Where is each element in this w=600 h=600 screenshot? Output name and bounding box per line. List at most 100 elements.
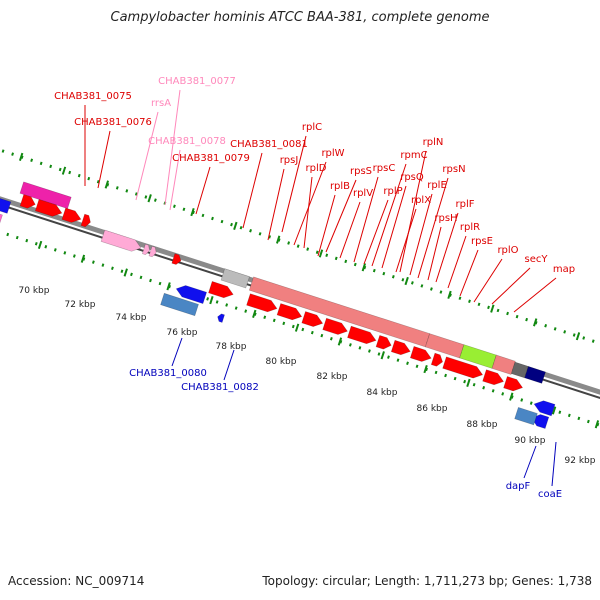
gene-feature — [322, 317, 348, 335]
gene-label: CHAB381_0079 — [172, 153, 250, 164]
scale-label: 74 kbp — [116, 313, 147, 323]
gene-label: secY — [525, 254, 549, 265]
leader-line — [551, 441, 557, 487]
gene-feature — [424, 333, 465, 359]
gene-feature — [246, 293, 278, 313]
gene-feature — [409, 346, 432, 362]
inner-tick-ring — [0, 230, 600, 427]
tick-mark — [423, 364, 428, 374]
leader-line — [223, 349, 235, 381]
gene-shape — [246, 293, 278, 313]
scale-label: 84 kbp — [367, 388, 398, 398]
gene-feature — [390, 339, 411, 356]
gene-feature — [442, 356, 484, 379]
leader-line — [409, 193, 433, 276]
leader-line — [195, 166, 211, 215]
scale-label: 76 kbp — [167, 328, 198, 338]
tick-mark — [294, 323, 300, 332]
tick-mark — [104, 180, 110, 189]
gene-feature — [533, 400, 556, 417]
tick-mark — [575, 332, 581, 341]
gene-label: coaE — [538, 489, 562, 500]
gene-label: CHAB381_0080 — [129, 368, 207, 379]
gene-label: rplB — [330, 181, 350, 192]
leader-line — [339, 201, 361, 259]
gene-label: rplD — [306, 163, 327, 174]
tick-mark — [532, 318, 538, 327]
gene-feature — [514, 406, 538, 426]
scale-label: 80 kbp — [266, 357, 297, 367]
leader-line — [169, 149, 181, 211]
tick-mark — [275, 235, 281, 244]
tick-mark — [490, 304, 495, 313]
leader-line — [164, 89, 181, 206]
tick-mark — [147, 194, 152, 203]
gene-label: CHAB381_0081 — [230, 139, 308, 150]
gene-feature — [220, 268, 250, 289]
gene-label: rpsH — [434, 213, 457, 224]
gene-label: map — [553, 264, 575, 275]
gene-label: rpsE — [471, 236, 493, 247]
leader-line — [317, 194, 336, 257]
genome-info-text: Topology: circular; Length: 1,711,273 bp… — [262, 574, 592, 588]
accession-text: Accession: NC_009714 — [8, 574, 145, 588]
gene-shape — [220, 268, 250, 289]
tick-rings — [0, 148, 600, 429]
gene-label: rplV — [353, 188, 373, 199]
gene-shape — [301, 311, 324, 327]
tick-mark — [166, 282, 171, 291]
gene-label: rpsJ — [280, 155, 299, 166]
scale-label: 78 kbp — [216, 342, 247, 352]
tick-mark — [252, 309, 257, 319]
gene-shape — [347, 325, 377, 345]
leader-line — [417, 177, 449, 279]
leader-line — [303, 176, 313, 249]
gene-feature — [347, 325, 377, 345]
tick-mark — [551, 406, 557, 415]
scale-label: 86 kbp — [417, 404, 448, 414]
scale-label: 90 kbp — [515, 436, 546, 446]
gene-shape — [80, 213, 91, 228]
tick-mark — [190, 207, 195, 217]
leader-line — [353, 176, 379, 263]
tick-mark — [594, 420, 600, 429]
gene-feature — [175, 285, 207, 305]
tick-mark — [361, 263, 367, 272]
tick-mark — [18, 152, 24, 162]
gene-label: rplX — [411, 195, 431, 206]
leader-line — [491, 267, 531, 305]
gene-feature — [0, 197, 12, 214]
gene-label: rpmC — [400, 150, 427, 161]
tick-mark — [318, 249, 324, 258]
gene-shape — [503, 376, 524, 392]
leader-line — [267, 168, 285, 241]
tick-mark — [404, 276, 409, 286]
tick-mark — [233, 221, 238, 230]
gene-shape — [160, 292, 199, 317]
leader-line — [242, 152, 263, 229]
tick-mark — [466, 378, 471, 387]
gene-label: rplN — [423, 137, 444, 148]
gene-label: rplO — [497, 245, 518, 256]
gene-label: CHAB381_0076 — [74, 117, 152, 128]
outer-tick-ring — [0, 148, 600, 345]
gene-shape — [430, 352, 443, 367]
gene-label: rpsQ — [400, 172, 424, 183]
gene-shape — [524, 366, 546, 384]
gene-label: rplC — [302, 122, 322, 133]
leader-line — [399, 150, 427, 273]
leader-line — [135, 111, 159, 201]
gene-feature — [141, 243, 150, 256]
tick-mark — [447, 290, 452, 299]
leader-line — [325, 179, 357, 253]
gene-shape — [0, 211, 3, 225]
gene-feature — [524, 366, 546, 384]
gene-feature — [19, 194, 36, 209]
gene-feature — [0, 211, 3, 225]
scale-label: 72 kbp — [65, 300, 96, 310]
gene-label: rplF — [456, 199, 475, 210]
gene-label: CHAB381_0082 — [181, 382, 259, 393]
tick-mark — [509, 392, 514, 401]
gene-shape — [491, 354, 516, 375]
